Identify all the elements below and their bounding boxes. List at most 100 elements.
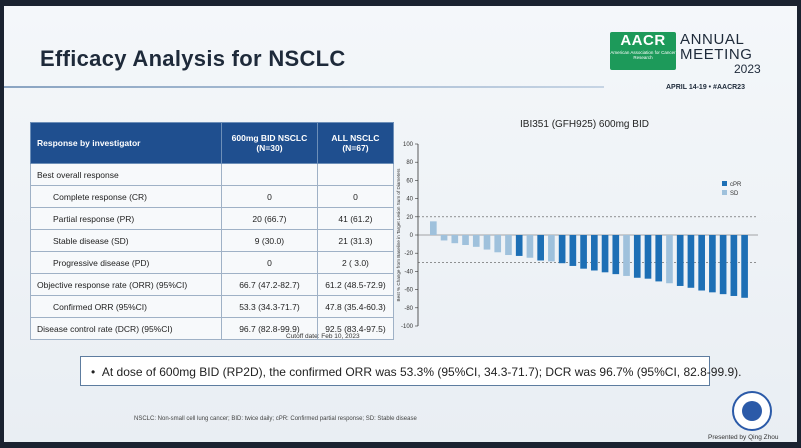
- table-row: Stable disease (SD) 9 (30.0) 21 (31.3): [30, 229, 395, 252]
- table-row: Progressive disease (PD) 0 2 ( 3.0): [30, 251, 395, 274]
- waterfall-bar: [526, 235, 534, 258]
- row-value: 41 (61.2): [316, 207, 395, 230]
- legend-label: SD: [730, 191, 739, 197]
- waterfall-bar: [687, 235, 695, 288]
- row-value: 9 (30.0): [221, 229, 318, 252]
- y-tick-label: -40: [404, 269, 413, 275]
- waterfall-bar: [537, 235, 544, 261]
- row-value: 20 (66.7): [221, 207, 318, 230]
- waterfall-bar: [698, 235, 705, 291]
- waterfall-bar: [548, 235, 555, 262]
- y-tick-label: -60: [404, 288, 413, 294]
- waterfall-bar: [440, 235, 448, 241]
- y-tick-label: 60: [406, 178, 413, 184]
- y-tick-label: 100: [403, 142, 414, 148]
- y-tick-label: -20: [404, 251, 413, 257]
- institution-seal-icon: [732, 391, 772, 431]
- row-value: 0: [221, 251, 318, 274]
- table-row: Partial response (PR) 20 (66.7) 41 (61.2…: [30, 207, 395, 230]
- waterfall-bar: [483, 235, 491, 250]
- row-value: 2 ( 3.0): [316, 251, 395, 274]
- waterfall-bar: [709, 235, 716, 293]
- row-label: Confirmed ORR (95%CI): [30, 295, 222, 318]
- waterfall-bar: [505, 235, 512, 256]
- waterfall-bar: [623, 235, 630, 276]
- row-value: 0: [316, 185, 395, 208]
- waterfall-bar: [430, 221, 437, 235]
- meeting-year: 2023: [734, 62, 761, 76]
- y-tick-label: 40: [406, 197, 413, 203]
- summary-note: • At dose of 600mg BID (RP2D), the confi…: [80, 356, 741, 386]
- row-value: 66.7 (47.2-82.7): [221, 273, 318, 296]
- table-row: Best overall response: [30, 163, 395, 186]
- table-header-cell: Response by investigator: [30, 122, 222, 164]
- waterfall-bar: [494, 235, 502, 253]
- row-label: Partial response (PR): [30, 207, 222, 230]
- waterfall-bar: [569, 235, 577, 266]
- cutoff-date: Cutoff date: Feb 10, 2023: [286, 333, 360, 340]
- table-row: Confirmed ORR (95%CI) 53.3 (34.3-71.7) 4…: [30, 295, 395, 318]
- waterfall-bar: [666, 235, 673, 284]
- bullet-icon: •: [91, 365, 102, 379]
- aacr-logo-sub: American Association for Cancer Research: [610, 50, 676, 60]
- waterfall-bar: [580, 235, 587, 269]
- slide: Efficacy Analysis for NSCLC AACR America…: [4, 6, 797, 442]
- waterfall-bar: [633, 235, 641, 278]
- annual-meeting-label: ANNUAL MEETING: [680, 32, 753, 62]
- response-table: Response by investigator 600mg BID NSCLC…: [30, 122, 395, 340]
- row-value: 96.7 (82.8-99.9): [221, 317, 318, 340]
- waterfall-bar: [451, 235, 459, 244]
- waterfall-bar: [741, 235, 748, 298]
- row-label: Objective response rate (ORR) (95%CI): [30, 273, 222, 296]
- y-tick-label: 0: [410, 233, 414, 239]
- row-label: Progressive disease (PD): [30, 251, 222, 274]
- meeting-word: MEETING: [680, 46, 753, 63]
- meeting-dateline: APRIL 14-19 • #AACR23: [666, 84, 745, 91]
- abbreviation-footnote: NSCLC: Non-small cell lung cancer; BID: …: [134, 416, 417, 422]
- row-value: 61.2 (48.5-72.9): [316, 273, 395, 296]
- aacr-logo: AACR American Association for Cancer Res…: [610, 32, 676, 70]
- row-value: 47.8 (35.4-60.3): [316, 295, 395, 318]
- row-value: 53.3 (34.3-71.7): [221, 295, 318, 318]
- summary-note-text: At dose of 600mg BID (RP2D), the confirm…: [101, 365, 742, 379]
- legend-swatch: [722, 190, 727, 195]
- table-row: Complete response (CR) 0 0: [30, 185, 395, 208]
- row-label: Complete response (CR): [30, 185, 222, 208]
- waterfall-bar: [591, 235, 598, 271]
- waterfall-bar: [601, 235, 609, 273]
- waterfall-bar: [462, 235, 469, 246]
- row-value: 0: [221, 185, 318, 208]
- row-label: Stable disease (SD): [30, 229, 222, 252]
- legend-swatch: [722, 181, 727, 186]
- waterfall-bar: [558, 235, 566, 264]
- chart-title: IBI351 (GFH925) 600mg BID: [520, 119, 649, 130]
- waterfall-bar: [655, 235, 663, 282]
- table-row: Disease control rate (DCR) (95%CI) 96.7 …: [30, 317, 395, 340]
- waterfall-bar: [515, 235, 523, 256]
- legend-label: cPR: [730, 182, 742, 188]
- row-value: 92.5 (83.4-97.5): [316, 317, 395, 340]
- waterfall-bar: [644, 235, 652, 279]
- slide-title: Efficacy Analysis for NSCLC: [40, 46, 346, 71]
- row-value: [221, 163, 318, 186]
- table-header-cell: 600mg BID NSCLC (N=30): [221, 122, 318, 164]
- y-tick-label: 80: [406, 160, 413, 166]
- y-tick-label: -100: [401, 324, 414, 330]
- waterfall-bar: [612, 235, 620, 275]
- y-axis-label: Best % Change from Baseline in Target Le…: [396, 168, 401, 302]
- table-row: Objective response rate (ORR) (95%CI) 66…: [30, 273, 395, 296]
- row-value: [316, 163, 395, 186]
- waterfall-bar: [719, 235, 727, 295]
- aacr-logo-word: AACR: [620, 32, 666, 49]
- waterfall-bar: [676, 235, 684, 286]
- presenter-credit: Presented by Qing Zhou: [708, 434, 779, 441]
- annual-word: ANNUAL: [680, 31, 745, 48]
- table-header-cell: ALL NSCLC (N=67): [316, 122, 395, 164]
- row-label: Disease control rate (DCR) (95%CI): [30, 317, 222, 340]
- row-value: 21 (31.3): [316, 229, 395, 252]
- y-tick-label: -80: [404, 306, 413, 312]
- waterfall-bar: [472, 235, 480, 247]
- y-tick-label: 20: [406, 215, 413, 221]
- row-label: Best overall response: [30, 163, 222, 186]
- waterfall-chart: 100 80 60 40 20 0 -20 -40 -60 -80 -100 Best % Chang…: [396, 142, 758, 330]
